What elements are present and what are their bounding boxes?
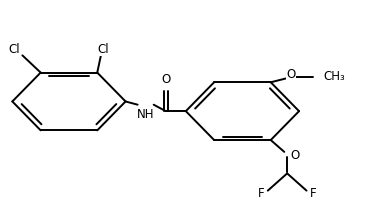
Text: Cl: Cl [8, 43, 20, 56]
Text: F: F [310, 187, 316, 200]
Text: NH: NH [137, 108, 155, 121]
Text: Cl: Cl [97, 43, 109, 56]
Text: O: O [161, 73, 170, 87]
Text: O: O [286, 68, 296, 81]
Text: O: O [290, 149, 299, 162]
Text: CH₃: CH₃ [324, 70, 346, 83]
Text: F: F [258, 187, 265, 200]
